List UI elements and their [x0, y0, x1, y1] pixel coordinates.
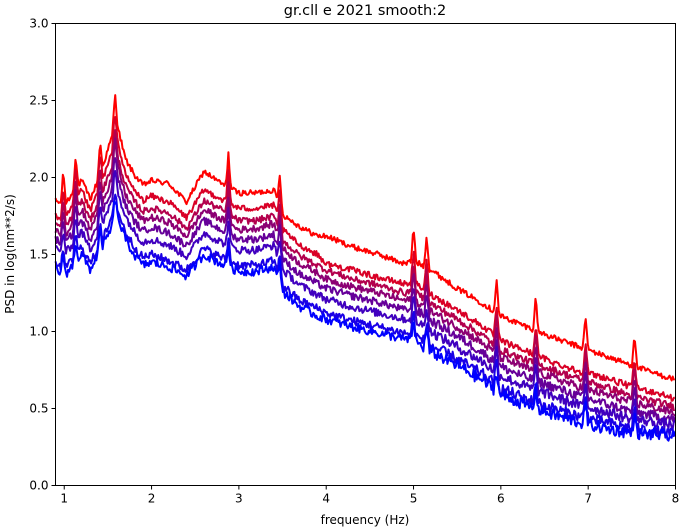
- psd-series-line-1: [54, 94, 676, 382]
- y-tick-label: 0.0: [29, 479, 48, 493]
- y-axis-label: PSD in log(nm**2/s): [3, 194, 17, 314]
- y-tick-label: 0.5: [29, 402, 48, 416]
- x-tick-label: 7: [584, 492, 592, 506]
- x-tick-label: 6: [497, 492, 505, 506]
- y-tick-label: 1.0: [29, 325, 48, 339]
- y-tick-label: 3.0: [29, 17, 48, 31]
- y-tick-label: 2.5: [29, 94, 48, 108]
- x-tick-label: 8: [672, 492, 680, 506]
- psd-series-line-8: [55, 200, 676, 442]
- x-tick-label: 5: [410, 492, 418, 506]
- y-tick-label: 1.5: [29, 248, 48, 262]
- x-tick-label: 1: [60, 492, 68, 506]
- x-tick-label: 3: [235, 492, 243, 506]
- psd-series-line-2: [54, 116, 676, 402]
- x-axis-label: frequency (Hz): [321, 513, 410, 527]
- tick-layer: 1 2 3 4 5 6 7 8 0.0 0.5 1.0 1.5 2.0 2.5 3.0: [29, 17, 679, 506]
- y-tick-label: 2.0: [29, 171, 48, 185]
- psd-series-line-6: [55, 170, 676, 431]
- x-tick-label: 4: [322, 492, 330, 506]
- series-layer: [54, 94, 676, 442]
- psd-series-line-4: [54, 137, 676, 417]
- psd-series-line-3: [55, 129, 675, 412]
- chart-title: gr.cll e 2021 smooth:2: [284, 3, 447, 19]
- psd-series-line-5: [54, 157, 676, 423]
- x-tick-label: 2: [148, 492, 156, 506]
